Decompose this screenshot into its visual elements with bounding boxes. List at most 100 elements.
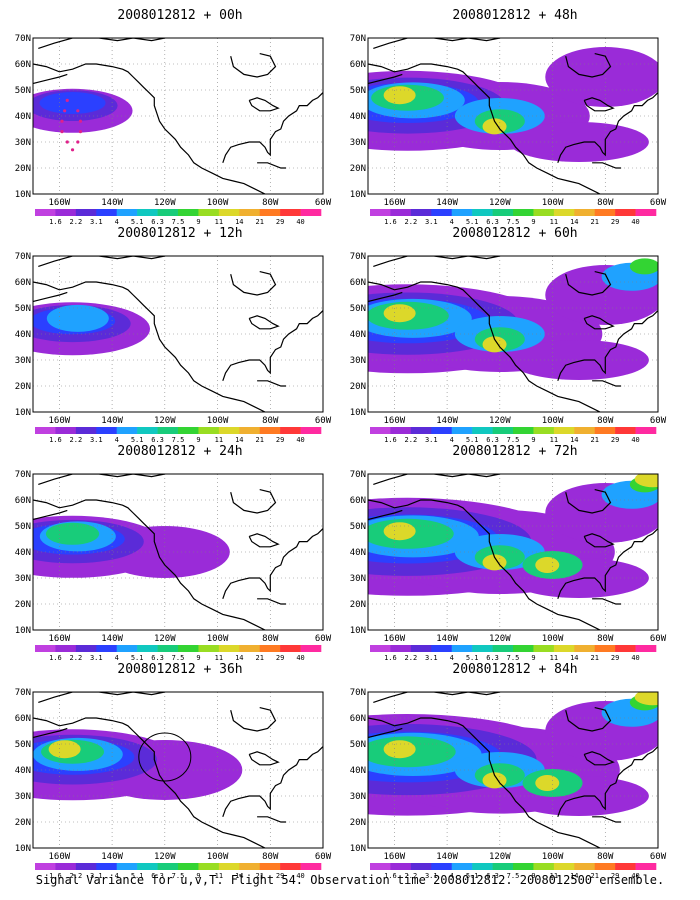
- colorbar-label: 40: [296, 872, 304, 880]
- lon-tick-label: 160W: [49, 416, 71, 426]
- panel-title: 2008012812 + 60h: [452, 226, 578, 241]
- lat-tick-label: 20N: [350, 164, 366, 174]
- map-panel-p24: 2008012812 + 24h70N60N50N40N30N20N10N180…: [15, 444, 345, 662]
- panel-title: 2008012812 + 00h: [117, 8, 243, 23]
- colorbar-segment: [574, 863, 596, 870]
- lat-tick-label: 20N: [15, 164, 31, 174]
- colorbar-label: 6.3: [151, 872, 164, 880]
- colorbar-segment: [239, 645, 261, 652]
- colorbar-label: 5.1: [466, 872, 479, 880]
- colorbar-label: 21: [255, 218, 263, 226]
- colorbar-label: 5.1: [131, 654, 144, 662]
- colorbar-segment: [300, 645, 322, 652]
- colorbar-label: 3.1: [90, 654, 103, 662]
- colorbar-segment: [472, 863, 493, 870]
- lat-tick-label: 60N: [350, 496, 366, 506]
- colorbar-segment: [553, 209, 575, 216]
- colorbar-segment: [431, 863, 453, 870]
- colorbar-label: 3.1: [90, 436, 103, 444]
- colorbar-segment: [492, 209, 514, 216]
- lat-tick-label: 20N: [350, 382, 366, 392]
- lon-tick-label: 140W: [436, 852, 458, 862]
- lat-tick-label: 70N: [15, 252, 31, 262]
- colorbar-segment: [157, 427, 179, 434]
- lon-tick-label: 80W: [597, 634, 614, 644]
- lat-tick-label: 10N: [350, 190, 366, 200]
- colorbar-label: 29: [276, 872, 284, 880]
- colorbar-label: 9: [531, 218, 535, 226]
- colorbar-segment: [75, 427, 97, 434]
- colorbar-label: 6.3: [151, 654, 164, 662]
- lat-tick-label: 40N: [350, 548, 366, 558]
- colorbar-segment: [472, 209, 493, 216]
- colorbar-label: 4: [115, 872, 119, 880]
- colorbar-segment: [390, 863, 412, 870]
- colorbar-segment: [513, 863, 534, 870]
- colorbar-segment: [451, 645, 473, 652]
- colorbar-segment: [594, 427, 616, 434]
- colorbar-label: 21: [255, 654, 263, 662]
- colorbar-segment: [451, 863, 473, 870]
- lon-tick-label: 120W: [489, 416, 511, 426]
- colorbar-segment: [533, 863, 555, 870]
- colorbar-label: 3.1: [90, 218, 103, 226]
- colorbar-segment: [35, 427, 56, 434]
- lat-tick-label: 20N: [15, 382, 31, 392]
- lat-tick-label: 60N: [350, 714, 366, 724]
- lat-tick-label: 20N: [15, 600, 31, 610]
- lon-tick-label: 160W: [49, 634, 71, 644]
- lat-tick-label: 60N: [15, 60, 31, 70]
- colorbar-segment: [137, 427, 158, 434]
- colorbar-segment: [472, 645, 493, 652]
- colorbar-segment: [533, 209, 555, 216]
- colorbar-label: 40: [296, 218, 304, 226]
- colorbar-label: 4: [115, 436, 119, 444]
- map-panel-p72: 2008012812 + 72h 70N60N50N40N30N20N10N180…: [350, 444, 680, 662]
- colorbar-label: 2.2: [70, 654, 83, 662]
- colorbar-segment: [431, 645, 453, 652]
- colorbar-segment: [137, 209, 158, 216]
- figure-caption: Signal Variance for u,v,T. Flight 54. Ob…: [35, 873, 665, 887]
- lat-tick-label: 70N: [15, 688, 31, 698]
- variance-map: 70N60N50N40N30N20N10N180160W140W120W100W…: [15, 470, 332, 662]
- colorbar-label: 9: [196, 872, 200, 880]
- colorbar-label: 21: [590, 872, 598, 880]
- colorbar-label: 7.5: [172, 436, 185, 444]
- colorbar-label: 40: [296, 436, 304, 444]
- colorbar-label: 29: [611, 654, 619, 662]
- lon-tick-label: 140W: [436, 634, 458, 644]
- variance-field: [368, 38, 658, 194]
- colorbar-label: 4: [450, 872, 454, 880]
- colorbar-label: 2.2: [405, 872, 418, 880]
- panel-title: 2008012812 + 84h: [452, 662, 578, 677]
- lon-tick-label: 100W: [207, 198, 229, 208]
- colorbar-segment: [239, 427, 261, 434]
- colorbar-label: 11: [215, 218, 223, 226]
- lat-tick-label: 20N: [15, 818, 31, 828]
- colorbar-label: 1.6: [49, 654, 62, 662]
- colorbar-segment: [55, 427, 77, 434]
- lon-tick-label: 120W: [154, 416, 176, 426]
- lat-tick-label: 50N: [15, 86, 31, 96]
- panel-title: 2008012812 + 72h: [452, 444, 578, 459]
- lon-tick-label: 80W: [262, 852, 279, 862]
- colorbar-label: 5.1: [131, 436, 144, 444]
- colorbar-label: 14: [570, 436, 578, 444]
- colorbar-label: 7.5: [507, 654, 520, 662]
- colorbar-segment: [635, 427, 657, 434]
- colorbar-segment: [492, 427, 514, 434]
- colorbar-label: 40: [296, 654, 304, 662]
- lon-tick-label: 60W: [315, 198, 332, 208]
- colorbar-label: 11: [215, 436, 223, 444]
- lat-tick-label: 70N: [15, 34, 31, 44]
- variance-map: 70N60N50N40N30N20N10N180160W140W120W100W…: [15, 252, 332, 444]
- lat-tick-label: 60N: [350, 278, 366, 288]
- colorbar-label: 14: [235, 218, 243, 226]
- colorbar-label: 3.1: [425, 436, 438, 444]
- colorbar-label: 21: [590, 218, 598, 226]
- lon-tick-label: 120W: [154, 852, 176, 862]
- variance-map: 70N60N50N40N30N20N10N180160W140W120W100W…: [350, 470, 667, 662]
- lon-tick-label: 100W: [542, 416, 564, 426]
- colorbar-segment: [116, 645, 138, 652]
- lat-tick-label: 40N: [350, 766, 366, 776]
